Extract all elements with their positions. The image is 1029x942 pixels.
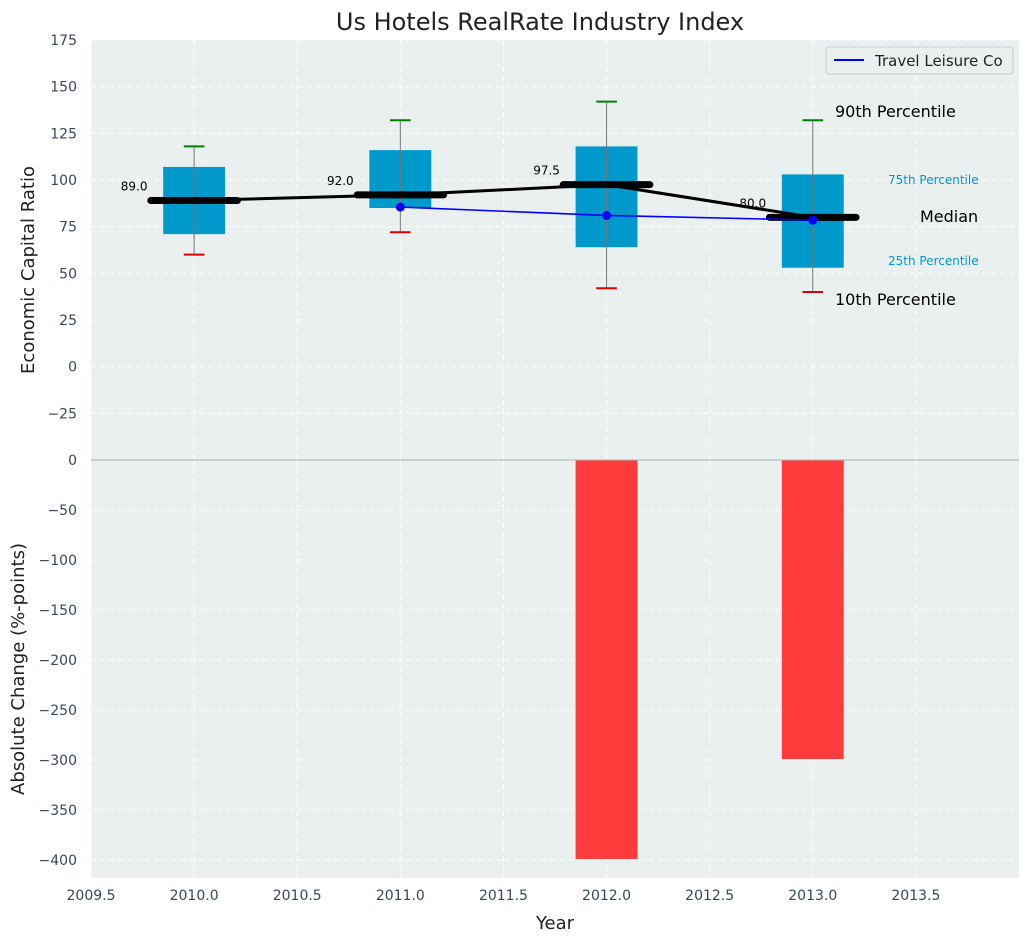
annotation-75th: 75th Percentile	[888, 173, 979, 187]
y-tick-label: −350	[39, 803, 77, 819]
top-panel-background	[91, 40, 1019, 460]
median-value-label: 80.0	[739, 196, 766, 210]
top-panel-grid	[90, 39, 1019, 460]
y-tick-label: −25	[47, 406, 77, 422]
series-point	[395, 202, 405, 212]
x-tick-label: 2012.0	[582, 888, 631, 904]
y-tick-label: −400	[39, 853, 77, 869]
annotation-90th: 90th Percentile	[835, 102, 956, 121]
y-tick-label: 175	[50, 33, 77, 49]
x-tick-label: 2010.0	[170, 888, 219, 904]
y-tick-label: −300	[39, 753, 77, 769]
x-tick-label: 2013.5	[891, 888, 940, 904]
y-tick-label: −250	[39, 703, 77, 719]
legend-box	[825, 46, 1014, 75]
y-tick-label: −200	[39, 653, 77, 669]
annotation-median: Median	[920, 207, 978, 226]
x-axis-label: Year	[535, 913, 575, 934]
annotation-10th: 10th Percentile	[835, 290, 956, 309]
series-point	[808, 215, 818, 225]
percentile-annotations: 90th Percentile 75th Percentile Median 25th…	[835, 102, 979, 309]
box-2012	[575, 100, 638, 290]
company-series	[395, 202, 818, 225]
x-tick-label: 2010.5	[273, 888, 322, 904]
y-tick-label: −150	[39, 603, 77, 619]
y-tick-label: 150	[50, 80, 77, 96]
x-tick-label: 2009.5	[67, 888, 116, 904]
y-tick-label: 50	[59, 266, 77, 282]
y-tick-label: −50	[47, 503, 77, 519]
change-bar-2012	[575, 460, 638, 859]
y-tick-label: 125	[50, 126, 77, 142]
median-value-label: 92.0	[327, 174, 354, 188]
median-trend-line	[194, 183, 814, 219]
box-plots: 89.0 92.0 97.5 80.0	[121, 100, 860, 293]
y-tick-label: 0	[68, 453, 77, 469]
legend-label-travel-leisure: Travel Leisure Co	[874, 52, 1003, 70]
change-bar-2013	[781, 460, 844, 759]
series-point	[602, 210, 612, 220]
median-value-label: 97.5	[533, 164, 560, 178]
change-bars	[575, 460, 844, 859]
y-tick-label: 25	[59, 313, 77, 329]
top-y-tick-labels: −25 0 25 50 75 100 125 150 175	[47, 33, 77, 422]
bottom-panel-background	[91, 460, 1019, 878]
x-tick-label: 2013.0	[788, 888, 837, 904]
x-tick-label: 2011.5	[479, 888, 528, 904]
y-tick-label: 100	[50, 173, 77, 189]
bottom-panel-grid	[90, 459, 1019, 878]
x-tick-label: 2012.5	[685, 888, 734, 904]
x-tick-label: 2011.0	[376, 888, 425, 904]
bottom-panel: 0−50−100−150−200−250−300−350−400 2009.5 2…	[8, 453, 1019, 934]
y-tick-label: 0	[68, 360, 77, 376]
legend: Travel Leisure Co	[825, 46, 1014, 75]
x-tick-labels: 2009.5 2010.0 2010.5 2011.0 2011.5 2012.0 2012…	[67, 888, 941, 904]
y-tick-label: −100	[39, 553, 77, 569]
median-value-label: 89.0	[121, 180, 148, 194]
top-y-axis-label: Economic Capital Ratio	[18, 166, 39, 374]
y-tick-label: 75	[59, 220, 77, 236]
annotation-25th: 25th Percentile	[888, 254, 979, 268]
bottom-y-axis-label: Absolute Change (%-points)	[8, 543, 29, 795]
chart-title: Us Hotels RealRate Industry Index	[336, 8, 744, 36]
bottom-y-tick-labels: 0 −50 −100 −150 −200 −250 −300 −350 −400	[39, 453, 77, 869]
